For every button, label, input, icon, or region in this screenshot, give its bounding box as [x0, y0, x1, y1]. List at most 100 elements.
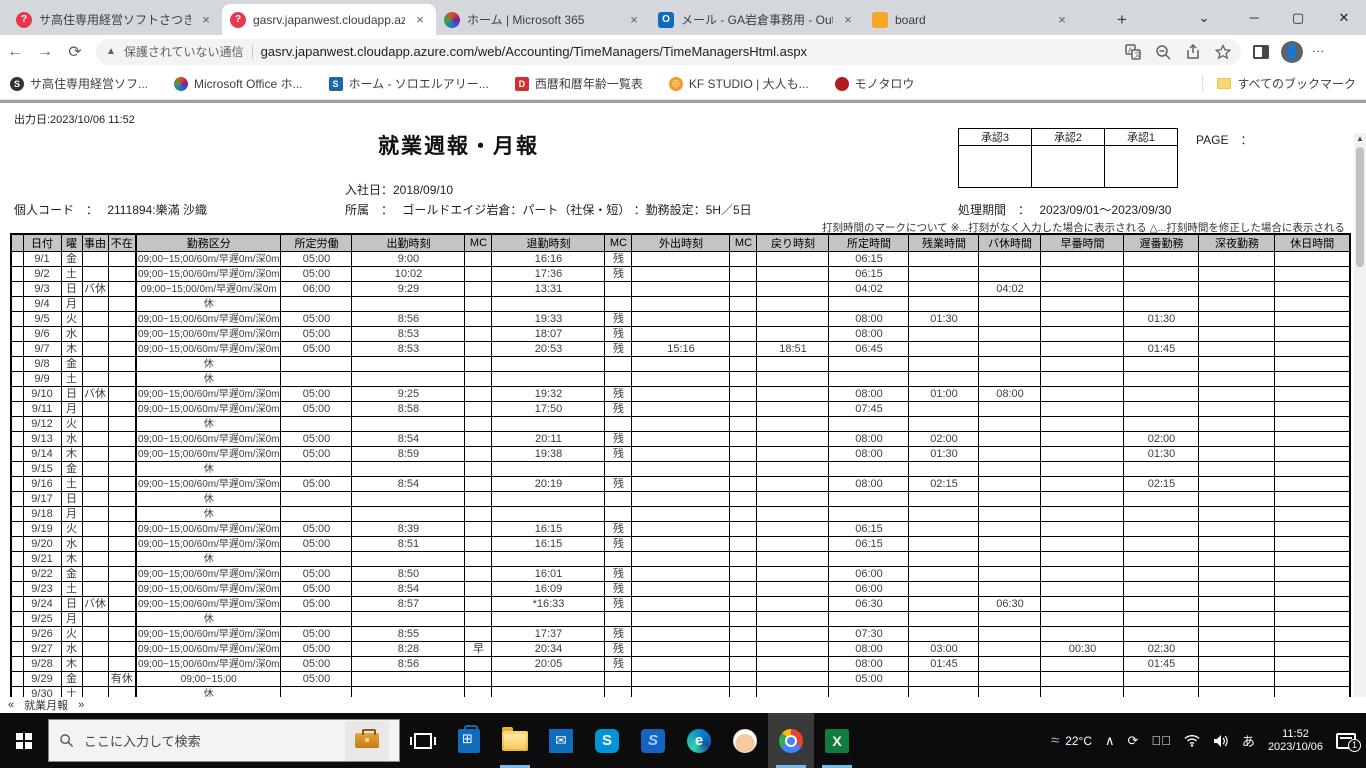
scroll-up-icon[interactable]: ▲ — [1356, 134, 1364, 143]
table-cell — [464, 476, 493, 492]
bookmark-star-icon[interactable] — [1215, 43, 1231, 60]
table-cell — [464, 506, 493, 522]
bookmark-item[interactable]: S ホーム - ソロエルアリー... — [328, 75, 489, 92]
reload-icon[interactable]: ⟳ — [68, 43, 82, 61]
browser-tab-4[interactable]: O メール - GA岩倉事務用 - Outl × — [650, 4, 864, 35]
table-cell: 休 — [135, 491, 282, 507]
table-cell — [1040, 281, 1125, 297]
table-cell — [81, 446, 109, 462]
app-button[interactable]: S — [630, 713, 676, 768]
next-sheet-icon[interactable]: » — [78, 699, 85, 711]
browser-menu-icon[interactable]: ⋮ — [1311, 45, 1326, 58]
browser-tab-2-active[interactable]: ? gasrv.japanwest.cloudapp.az × — [222, 4, 436, 35]
bookmark-item[interactable]: S サ高住専用経営ソフ... — [10, 75, 148, 92]
bookmark-item[interactable]: ◎ KF STUDIO | 大人も... — [668, 75, 809, 92]
table-cell — [604, 281, 633, 297]
url-text[interactable]: gasrv.japanwest.cloudapp.azure.com/web/A… — [260, 44, 808, 59]
zoom-out-icon[interactable] — [1155, 44, 1171, 60]
table-cell: 9/23 — [22, 581, 62, 597]
table-cell: 04:02 — [978, 281, 1042, 297]
profile-avatar[interactable]: 👤 — [1281, 40, 1303, 63]
new-tab-button[interactable]: + — [1117, 10, 1127, 29]
table-cell — [756, 461, 830, 477]
table-cell — [756, 626, 830, 642]
table-cell: バ休 — [81, 596, 109, 612]
table-cell: 8:55 — [351, 626, 466, 642]
table-cell — [756, 311, 830, 327]
prev-sheet-icon[interactable]: « — [8, 699, 15, 711]
table-cell — [10, 296, 24, 312]
task-view-button[interactable] — [400, 713, 446, 768]
excel-button[interactable]: X — [814, 713, 860, 768]
table-cell — [1198, 461, 1276, 477]
table-cell — [908, 401, 980, 417]
window-minimize-button[interactable]: ─ — [1249, 10, 1259, 25]
edge-button[interactable]: e — [676, 713, 722, 768]
table-cell: 木 — [60, 341, 83, 357]
window-maximize-button[interactable]: ▢ — [1291, 10, 1305, 25]
bookmark-item[interactable]: Microsoft Office ホ... — [174, 75, 303, 92]
action-center-icon[interactable]: 1 — [1336, 732, 1361, 752]
table-cell — [107, 611, 137, 627]
sheet-tab-label[interactable]: 就業月報 — [24, 700, 69, 712]
table-cell: 8:53 — [351, 341, 466, 357]
taskbar-search-input[interactable]: ここに入力して検索 — [48, 719, 400, 762]
table-cell — [464, 311, 493, 327]
table-cell: 00:30 — [1040, 641, 1125, 657]
table-cell — [1123, 296, 1200, 312]
start-button[interactable] — [0, 713, 48, 768]
mail-button[interactable]: ✉ — [538, 713, 584, 768]
side-panel-icon[interactable] — [1253, 44, 1269, 59]
vertical-scrollbar[interactable]: ▲ ▼ — [1354, 133, 1366, 713]
page-number-label: PAGE ： — [1196, 133, 1253, 147]
skype-button[interactable]: S — [584, 713, 630, 768]
tab-title: メール - GA岩倉事務用 - Outl — [681, 13, 833, 27]
update-icon[interactable]: ⟳ — [1127, 732, 1139, 748]
tab-close-icon[interactable]: × — [202, 12, 210, 27]
battery-icon[interactable]: ▮⃞ — [1151, 733, 1171, 748]
table-cell — [604, 611, 633, 627]
table-cell: 月 — [60, 506, 83, 522]
table-cell: 09;00~15;00/60m/早遅0m/深0m — [135, 446, 282, 462]
table-cell — [491, 356, 606, 372]
forward-icon[interactable]: → — [37, 42, 53, 60]
tab-close-icon[interactable]: × — [1058, 12, 1066, 27]
hidden-icons-chevron-icon[interactable]: ∧ — [1105, 732, 1115, 748]
tab-search-icon[interactable]: ⌄ — [1198, 10, 1210, 25]
store-icon — [458, 724, 480, 753]
file-explorer-button[interactable] — [492, 713, 538, 768]
tab-close-icon[interactable]: × — [630, 12, 638, 27]
satsuki-app-button[interactable] — [722, 713, 768, 768]
briefcase-icon[interactable] — [345, 720, 389, 761]
security-label[interactable]: 保護されていない通信 — [123, 45, 244, 59]
store-button[interactable] — [446, 713, 492, 768]
bookmark-item[interactable]: D 西暦和暦年齢一覧表 — [514, 75, 643, 92]
bookmark-item[interactable]: モノタロウ — [834, 75, 914, 92]
back-icon[interactable]: ← — [7, 42, 23, 60]
address-bar[interactable]: ▲ 保護されていない通信 gasrv.japanwest.cloudapp.az… — [96, 38, 1241, 65]
share-icon[interactable] — [1185, 43, 1201, 60]
tab-close-icon[interactable]: × — [844, 12, 852, 27]
browser-tab-5[interactable]: board × — [864, 4, 1078, 35]
table-cell — [978, 611, 1042, 627]
volume-icon[interactable] — [1213, 734, 1229, 748]
clock[interactable]: 11:52 2023/10/06 — [1268, 728, 1323, 754]
tab-close-icon[interactable]: × — [416, 12, 424, 27]
table-cell: 9/2 — [22, 266, 62, 282]
browser-tab-3[interactable]: ホーム | Microsoft 365 × — [436, 4, 650, 35]
scrollbar-thumb[interactable] — [1356, 147, 1364, 267]
table-cell: 9:00 — [351, 251, 466, 267]
ime-indicator[interactable]: あ — [1241, 734, 1255, 749]
table-cell — [464, 251, 493, 267]
table-cell: 日 — [60, 281, 83, 297]
browser-tab-1[interactable]: ? サ高住専用経営ソフトさつきちゃ × — [8, 4, 222, 35]
translate-icon[interactable]: A文 — [1125, 43, 1141, 60]
weather-widget[interactable]: ≈ 22°C — [1051, 732, 1092, 749]
all-bookmarks-button[interactable]: すべてのブックマーク — [1202, 75, 1356, 92]
wifi-icon[interactable] — [1184, 734, 1200, 747]
window-close-button[interactable]: ✕ — [1338, 10, 1350, 25]
table-cell — [1198, 296, 1276, 312]
approval-stamp-cell — [1031, 145, 1105, 188]
chrome-button[interactable] — [768, 713, 814, 768]
table-cell — [491, 371, 606, 387]
